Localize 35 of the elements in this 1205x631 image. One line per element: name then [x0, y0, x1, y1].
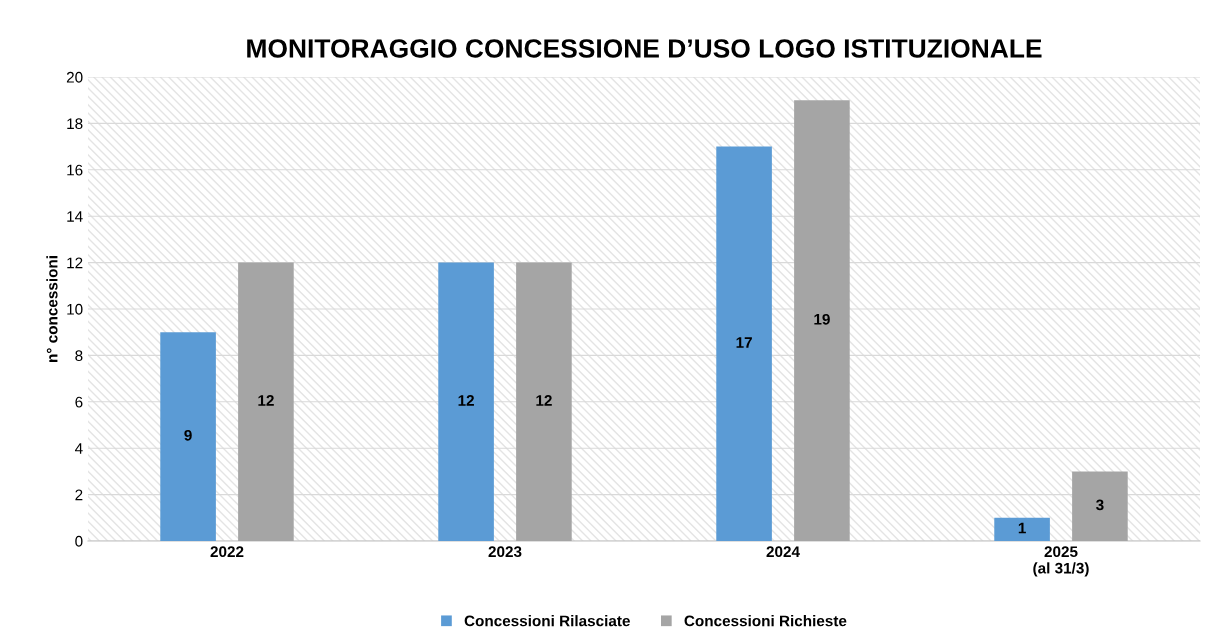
x-tick-label: 2024 [766, 546, 800, 558]
y-tick-label: 20 [66, 71, 83, 83]
data-label: 17 [736, 337, 752, 348]
y-tick-label: 0 [75, 535, 83, 547]
bar [994, 517, 1050, 541]
bar [1072, 471, 1128, 541]
legend-label: Concessioni Richieste [684, 615, 847, 627]
data-label: 3 [1096, 499, 1104, 511]
data-label: 1 [1018, 522, 1026, 534]
y-tick-label: 6 [75, 396, 83, 408]
y-tick-label: 10 [67, 303, 83, 315]
bar [438, 262, 494, 541]
x-tick-label: 2022 [210, 546, 244, 558]
data-label: 12 [458, 395, 474, 406]
data-label: 9 [184, 429, 192, 441]
data-label: 19 [814, 313, 830, 325]
y-tick-label: 4 [74, 443, 83, 454]
bar [516, 262, 572, 541]
y-axis-title: n° concessioni [46, 256, 58, 362]
x-tick-label: 2025 (al 31/3) [1033, 546, 1089, 577]
y-tick-label: 8 [75, 350, 83, 362]
y-tick-label: 12 [67, 257, 83, 269]
y-tick-label: 18 [67, 118, 83, 130]
bar [716, 146, 772, 541]
y-tick-label: 16 [67, 164, 83, 176]
chart-title: MONITORAGGIO CONCESSIONE D’USO LOGO ISTITUZIONALE [247, 39, 1042, 58]
bar [160, 332, 216, 541]
legend-label: Concessioni Rilasciate [464, 615, 630, 627]
bar [238, 262, 294, 541]
data-label: 12 [536, 395, 552, 406]
x-tick-label: 2023 [488, 546, 522, 558]
bar [794, 100, 850, 541]
y-tick-label: 14 [67, 211, 83, 222]
data-label: 12 [258, 395, 274, 406]
y-tick-label: 2 [75, 489, 83, 501]
